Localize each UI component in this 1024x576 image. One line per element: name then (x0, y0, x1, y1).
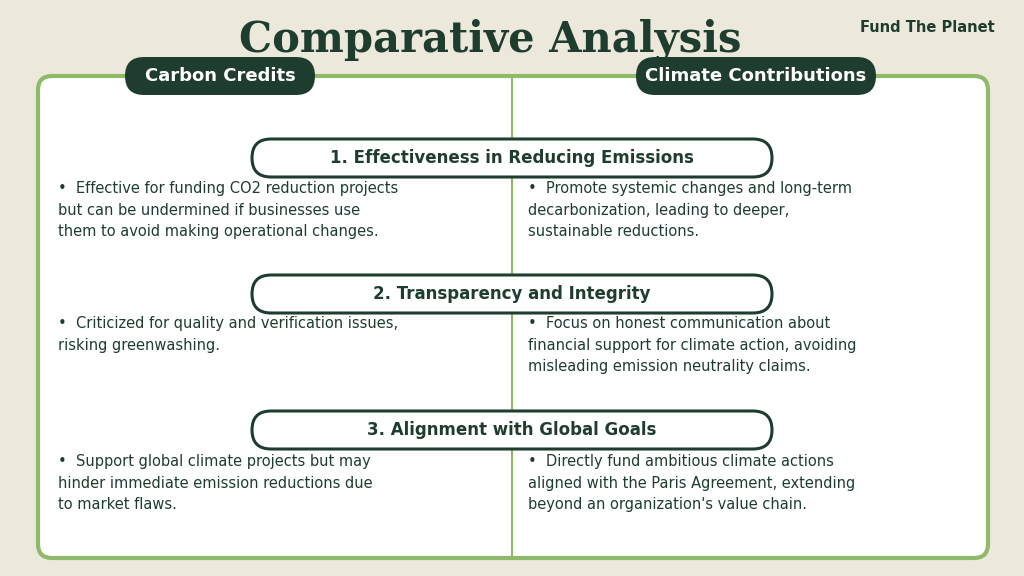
Text: •  Promote systemic changes and long-term
decarbonization, leading to deeper,
su: • Promote systemic changes and long-term… (528, 181, 852, 239)
FancyBboxPatch shape (38, 76, 988, 558)
Text: •  Effective for funding CO2 reduction projects
but can be undermined if busines: • Effective for funding CO2 reduction pr… (58, 181, 398, 239)
Text: 3. Alignment with Global Goals: 3. Alignment with Global Goals (368, 421, 656, 439)
Text: Carbon Credits: Carbon Credits (144, 67, 295, 85)
Text: •  Focus on honest communication about
financial support for climate action, avo: • Focus on honest communication about fi… (528, 316, 856, 374)
FancyBboxPatch shape (636, 57, 876, 95)
Text: Fund The Planet: Fund The Planet (860, 21, 995, 36)
FancyBboxPatch shape (252, 275, 772, 313)
Text: Climate Contributions: Climate Contributions (645, 67, 866, 85)
Text: •  Criticized for quality and verification issues,
risking greenwashing.: • Criticized for quality and verificatio… (58, 316, 398, 353)
Text: 1. Effectiveness in Reducing Emissions: 1. Effectiveness in Reducing Emissions (330, 149, 694, 167)
FancyBboxPatch shape (252, 139, 772, 177)
FancyBboxPatch shape (125, 57, 315, 95)
Text: 2. Transparency and Integrity: 2. Transparency and Integrity (374, 285, 650, 303)
Text: Comparative Analysis: Comparative Analysis (239, 19, 741, 61)
Text: •  Support global climate projects but may
hinder immediate emission reductions : • Support global climate projects but ma… (58, 454, 373, 512)
FancyBboxPatch shape (252, 411, 772, 449)
Text: •  Directly fund ambitious climate actions
aligned with the Paris Agreement, ext: • Directly fund ambitious climate action… (528, 454, 855, 512)
